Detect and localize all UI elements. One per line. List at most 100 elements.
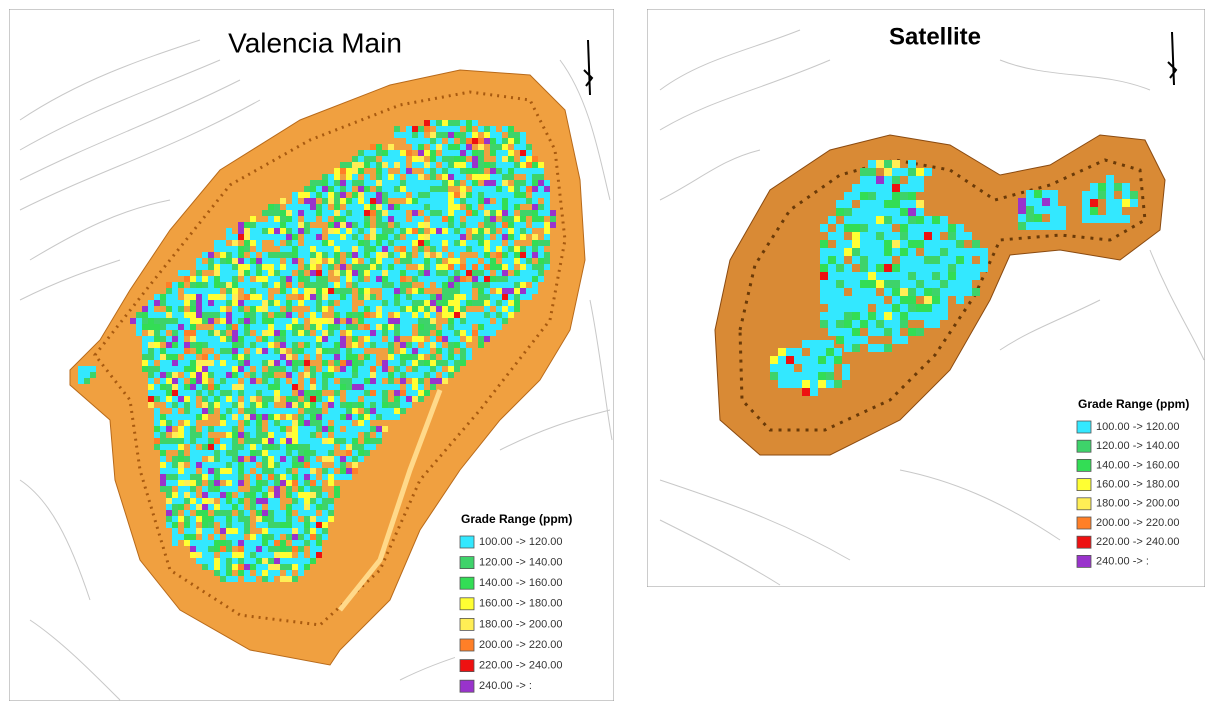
grade-cell xyxy=(166,402,172,408)
grade-cell xyxy=(400,204,406,210)
grade-cell xyxy=(436,192,442,198)
grade-cell xyxy=(220,282,226,288)
grade-cell xyxy=(370,198,376,204)
grade-cell xyxy=(940,216,948,224)
grade-cell xyxy=(364,450,370,456)
grade-cell xyxy=(256,360,262,366)
grade-cell xyxy=(190,354,196,360)
grade-cell xyxy=(310,294,316,300)
legend-swatch xyxy=(459,679,475,693)
grade-cell xyxy=(208,396,214,402)
grade-cell xyxy=(400,168,406,174)
grade-cell xyxy=(226,558,232,564)
grade-cell xyxy=(496,162,502,168)
grade-cell xyxy=(274,450,280,456)
grade-cell xyxy=(280,234,286,240)
grade-cell xyxy=(214,330,220,336)
grade-cell xyxy=(544,264,550,270)
grade-cell xyxy=(196,558,202,564)
grade-cell xyxy=(400,402,406,408)
grade-cell xyxy=(442,294,448,300)
grade-cell xyxy=(220,492,226,498)
grade-cell xyxy=(352,450,358,456)
legend-swatch xyxy=(1076,497,1092,511)
grade-cell xyxy=(370,252,376,258)
grade-cell xyxy=(190,552,196,558)
panel-title: Satellite xyxy=(889,23,981,50)
grade-cell xyxy=(424,186,430,192)
grade-cell xyxy=(478,312,484,318)
grade-cell xyxy=(250,318,256,324)
grade-cell xyxy=(520,294,526,300)
grade-cell xyxy=(940,224,948,232)
grade-cell xyxy=(304,330,310,336)
grade-cell xyxy=(454,252,460,258)
grade-cell xyxy=(502,168,508,174)
grade-cell xyxy=(292,336,298,342)
grade-cell xyxy=(316,300,322,306)
grade-cell xyxy=(208,474,214,480)
grade-cell xyxy=(430,192,436,198)
grade-cell xyxy=(1114,199,1122,207)
grade-cell xyxy=(454,222,460,228)
grade-cell xyxy=(280,546,286,552)
grade-cell xyxy=(538,264,544,270)
grade-cell xyxy=(860,336,868,344)
grade-cell xyxy=(298,570,304,576)
grade-cell xyxy=(280,378,286,384)
grade-cell xyxy=(908,272,916,280)
grade-cell xyxy=(466,216,472,222)
legend-title: Grade Range (ppm) xyxy=(461,512,572,526)
grade-cell xyxy=(876,264,884,272)
grade-cell xyxy=(472,276,478,282)
grade-cell xyxy=(412,210,418,216)
grade-cell xyxy=(316,288,322,294)
grade-cell xyxy=(352,270,358,276)
grade-cell xyxy=(238,342,244,348)
grade-cell xyxy=(358,360,364,366)
grade-cell xyxy=(412,132,418,138)
grade-cell xyxy=(448,366,454,372)
grade-cell xyxy=(208,384,214,390)
grade-cell xyxy=(358,252,364,258)
grade-cell xyxy=(184,300,190,306)
grade-cell xyxy=(214,306,220,312)
grade-cell xyxy=(292,564,298,570)
grade-cell xyxy=(184,390,190,396)
grade-cell xyxy=(454,192,460,198)
grade-cell xyxy=(448,360,454,366)
grade-cell xyxy=(376,366,382,372)
grade-cell xyxy=(454,318,460,324)
grade-cell xyxy=(172,360,178,366)
grade-cell xyxy=(166,342,172,348)
grade-cell xyxy=(178,282,184,288)
grade-cell xyxy=(496,318,502,324)
grade-cell xyxy=(268,270,274,276)
grade-cell xyxy=(256,228,262,234)
grade-cell xyxy=(940,264,948,272)
grade-cell xyxy=(190,378,196,384)
grade-cell xyxy=(298,432,304,438)
grade-cell xyxy=(484,300,490,306)
grade-cell xyxy=(454,180,460,186)
grade-cell xyxy=(544,228,550,234)
grade-cell xyxy=(280,270,286,276)
grade-cell xyxy=(472,180,478,186)
grade-cell xyxy=(876,296,884,304)
grade-cell xyxy=(352,234,358,240)
grade-cell xyxy=(436,252,442,258)
grade-cell xyxy=(448,222,454,228)
grade-cell xyxy=(328,342,334,348)
grade-cell xyxy=(932,304,940,312)
grade-cell xyxy=(286,510,292,516)
grade-cell xyxy=(370,444,376,450)
grade-cell xyxy=(418,258,424,264)
grade-cell xyxy=(394,414,400,420)
grade-cell xyxy=(388,264,394,270)
grade-cell xyxy=(334,216,340,222)
grade-cell xyxy=(400,390,406,396)
grade-cell xyxy=(172,354,178,360)
grade-cell xyxy=(520,276,526,282)
grade-cell xyxy=(328,264,334,270)
grade-cell xyxy=(280,264,286,270)
